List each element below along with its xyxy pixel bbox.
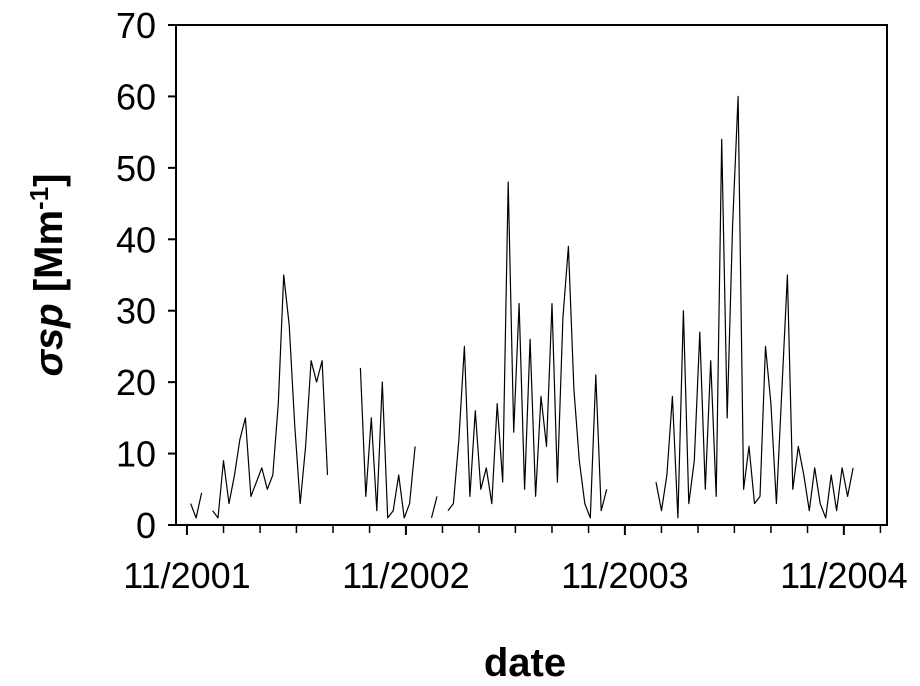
y-title-symbol: σsp bbox=[27, 303, 71, 376]
y-tick-label: 0 bbox=[136, 505, 156, 546]
y-tick-label: 60 bbox=[116, 76, 156, 117]
plot-frame bbox=[175, 24, 888, 526]
y-title-exponent: -1 bbox=[24, 187, 54, 210]
y-tick-label: 50 bbox=[116, 148, 156, 189]
y-tick-label: 70 bbox=[116, 5, 156, 46]
y-tick-label: 40 bbox=[116, 219, 156, 260]
y-title-unit: [Mm bbox=[27, 210, 71, 303]
x-tick-label: 11/2001 bbox=[123, 555, 250, 596]
y-title-close: ] bbox=[27, 173, 71, 186]
data-line bbox=[190, 95, 854, 519]
x-tick-label: 11/2004 bbox=[780, 555, 907, 596]
y-tick-label: 10 bbox=[116, 434, 156, 475]
x-axis-title: date bbox=[484, 641, 566, 681]
x-tick-label: 11/2003 bbox=[561, 555, 688, 596]
y-axis-title: σsp [Mm-1] bbox=[24, 173, 71, 376]
y-tick-label: 20 bbox=[116, 362, 156, 403]
y-tick-label: 30 bbox=[116, 291, 156, 332]
x-tick-label: 11/2002 bbox=[342, 555, 469, 596]
